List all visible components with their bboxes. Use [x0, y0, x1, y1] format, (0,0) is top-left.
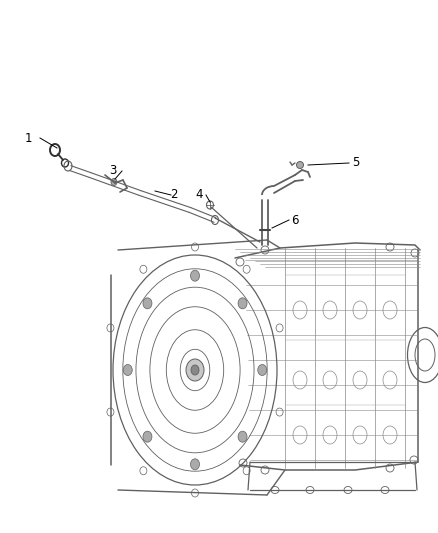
Ellipse shape [143, 431, 152, 442]
Ellipse shape [238, 431, 247, 442]
Ellipse shape [191, 365, 199, 375]
Ellipse shape [191, 459, 199, 470]
Ellipse shape [297, 161, 304, 168]
Ellipse shape [186, 359, 204, 381]
Ellipse shape [258, 365, 267, 376]
Ellipse shape [111, 179, 117, 185]
Text: 2: 2 [170, 189, 178, 201]
Ellipse shape [123, 365, 132, 376]
Ellipse shape [191, 270, 199, 281]
Text: 1: 1 [24, 132, 32, 144]
Text: 3: 3 [110, 165, 117, 177]
Text: 6: 6 [291, 214, 299, 227]
Ellipse shape [143, 298, 152, 309]
Text: 4: 4 [195, 189, 203, 201]
Ellipse shape [238, 298, 247, 309]
Text: 5: 5 [352, 157, 360, 169]
